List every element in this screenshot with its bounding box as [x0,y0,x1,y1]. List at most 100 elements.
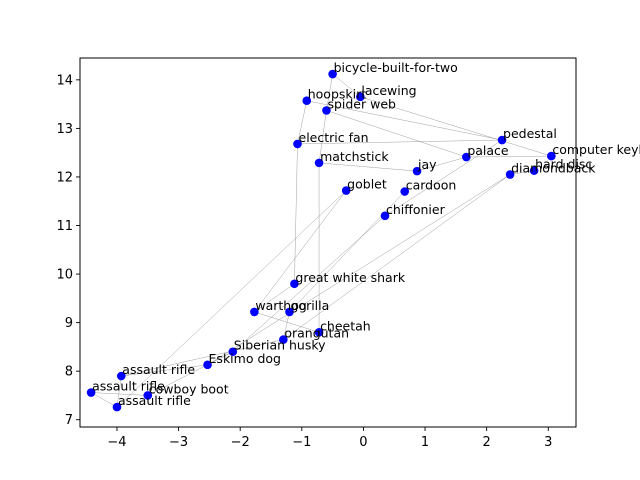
data-point [314,328,324,337]
y-tick-label: 14 [56,73,73,88]
data-point [203,360,212,370]
x-tick-label: 1 [421,435,429,450]
y-tick-label: 12 [56,170,73,185]
data-point [314,158,324,168]
x-tick-label: 2 [483,435,491,450]
data-point [341,186,351,195]
points-layer [86,69,556,412]
point-label: assault rifle [122,362,195,377]
y-tick-label: 8 [65,365,73,380]
data-point [86,388,96,397]
x-axis: −4 −3 −2 −1 0 1 2 3 [107,427,552,450]
axes-frame [79,57,577,428]
point-label: lacewing [361,83,416,98]
edge-line [254,283,295,313]
edge-line [91,392,148,396]
edge-line [297,139,503,145]
edge-line [384,139,503,217]
edge-line [116,190,347,408]
edge-line [318,110,327,163]
data-point [116,371,126,381]
point-label: cowboy boot [149,381,229,396]
x-tick-label: 0 [359,435,367,450]
point-label: chiffonier [386,202,446,217]
data-point [290,279,299,289]
point-label: warthog [255,298,306,313]
data-point [400,187,410,196]
point-label: Siberian husky [234,338,326,353]
edge-line [326,73,333,111]
edge-line [121,364,208,377]
data-point [302,96,312,106]
edge-line [283,174,511,340]
data-point [412,166,422,176]
point-label: hoopskirt [308,87,367,102]
data-point [293,139,302,149]
data-point [547,151,556,161]
edge-line [466,155,552,158]
data-point [380,211,390,221]
edge-line [294,143,298,284]
point-label: cheetah [320,318,371,333]
data-point [328,69,337,79]
edge-line [232,215,386,352]
edge-line [254,190,347,313]
point-label: goblet [347,177,387,192]
plot-area [80,58,576,427]
edges-layer [90,73,552,408]
point-label: assault rifle [118,393,191,408]
edge-line [121,339,284,377]
edge-line [416,156,467,172]
edge-line [254,311,320,333]
point-label: diamondback [511,161,596,176]
point-label: pedestal [503,126,557,141]
y-tick-label: 13 [56,122,73,137]
data-point [529,166,539,175]
edge-line [332,73,361,98]
edge-line [319,162,418,172]
edge-line [360,96,552,157]
edge-line [207,174,511,366]
data-point [462,152,471,162]
y-tick-label: 9 [65,316,73,331]
y-tick-label: 7 [65,413,73,428]
point-label: electric fan [299,130,369,145]
point-label: hard disc [535,157,592,172]
data-point [143,391,153,400]
data-point [279,335,288,344]
data-point [356,92,365,102]
x-tick-label: −4 [107,435,126,450]
point-label: orangutan [284,326,349,341]
x-tick-label: −3 [169,435,188,450]
labels-layer: bicycle-built-for-two lacewinghoopskirtsp… [92,60,640,408]
data-point [322,106,331,115]
x-tick-label: −1 [292,435,311,450]
data-point [285,307,294,317]
y-tick-label: 10 [56,268,73,283]
edge-line [297,100,307,144]
point-label: gorilla [290,298,329,313]
point-label: spider web [327,96,396,111]
point-label: jay [417,157,437,172]
edge-line [147,351,233,396]
edge-line [90,392,118,408]
y-tick-label: 11 [56,219,73,234]
point-label: assault rifle [92,379,165,394]
data-point [250,307,259,317]
point-label: computer keyboard [552,142,640,157]
point-label: matchstick [320,149,389,164]
point-label: palace [467,143,509,158]
data-point [497,135,507,145]
point-label: cardoon [406,178,457,193]
data-point [228,347,238,357]
edge-line [283,311,290,340]
point-label: great white shark [295,270,405,285]
edge-line [306,100,503,141]
data-point [505,170,515,179]
point-label: Eskimo dog [209,351,281,366]
point-label: bicycle-built-for-two [334,60,458,75]
edge-line [326,110,467,158]
x-tick-label: −2 [231,435,250,450]
edge-line [116,375,122,408]
